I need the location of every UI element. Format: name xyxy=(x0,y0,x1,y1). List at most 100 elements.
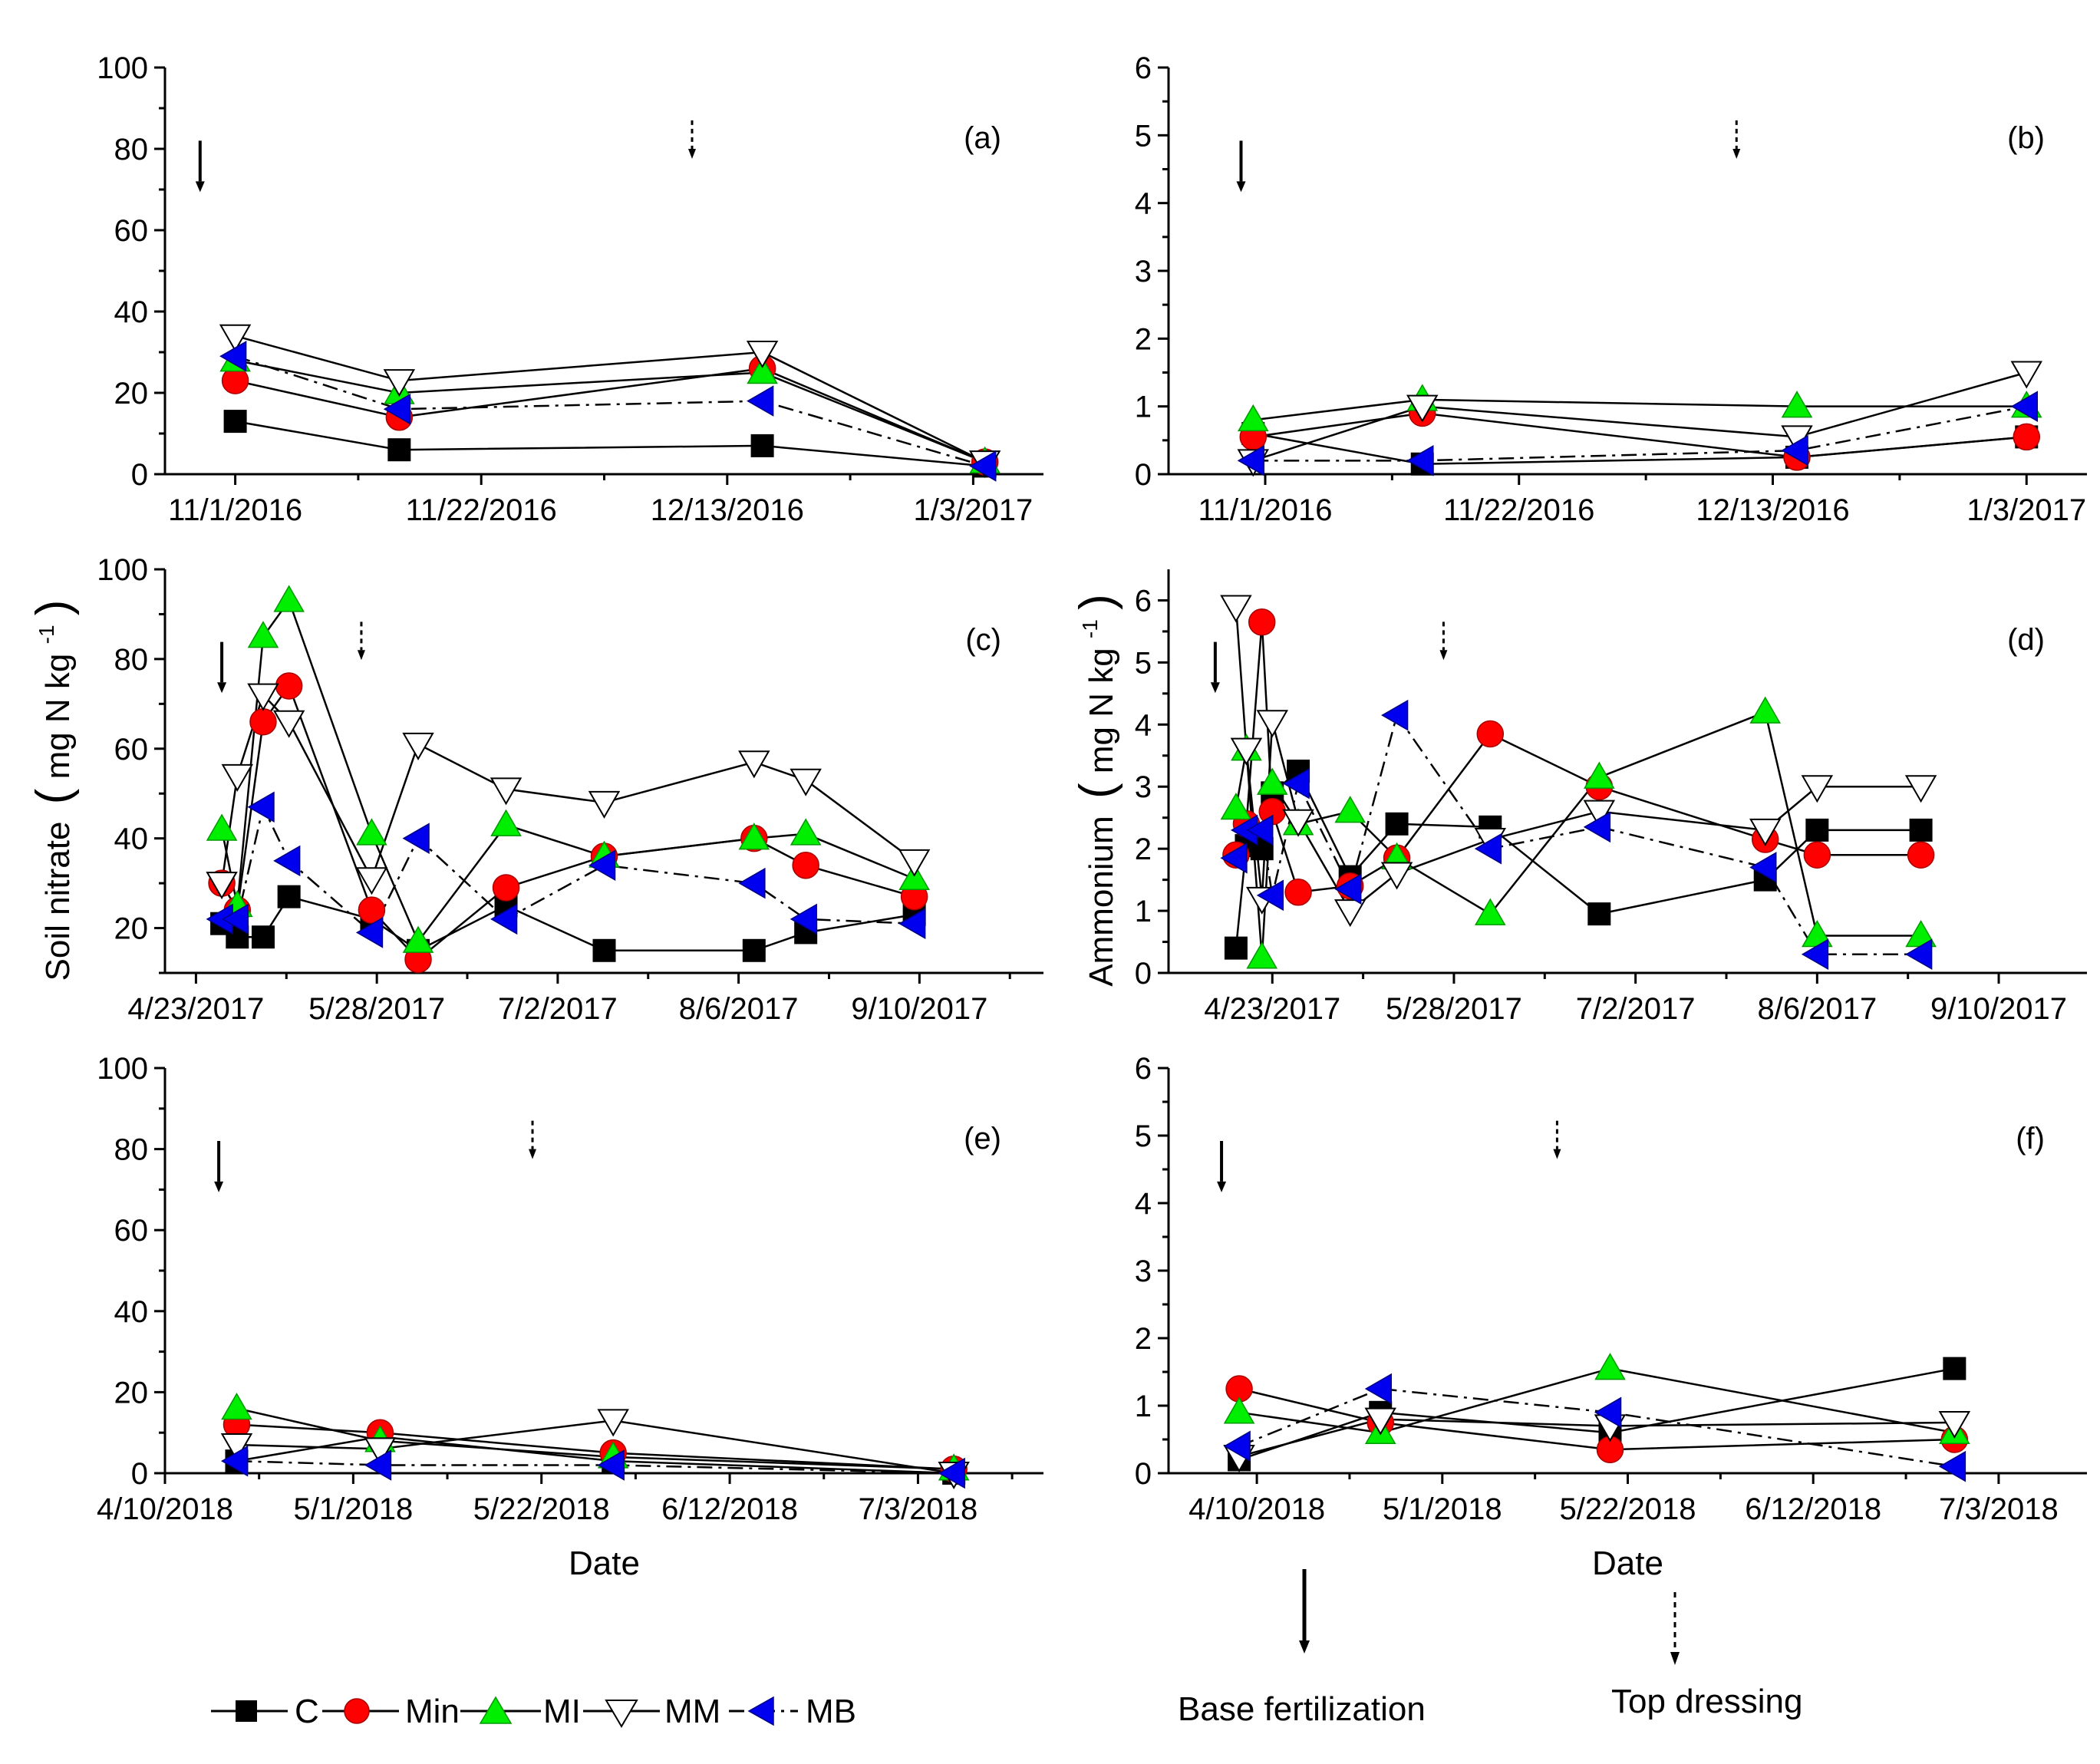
point-c-mi xyxy=(790,818,822,846)
point-d-mb xyxy=(1256,879,1284,912)
series-line-a-min xyxy=(235,367,986,463)
point-c-mb xyxy=(247,791,275,823)
point-d-mb xyxy=(1381,699,1409,731)
point-d-mm xyxy=(1380,862,1413,890)
legend-marker-mi xyxy=(479,1696,513,1724)
point-b-min xyxy=(2013,423,2040,451)
x-tick-label-f: 4/10/2018 xyxy=(1188,1492,1325,1526)
y-tick-label-f: 0 xyxy=(1135,1457,1152,1491)
point-c-mm xyxy=(402,732,434,760)
point-c-c xyxy=(742,938,766,962)
point-b-mb xyxy=(1781,434,1808,467)
panel-b: 0 1 2 3 4 5 6 11/1/2016 11/22/2016 12/13/2016 1/3/… xyxy=(1135,51,2087,527)
base-fertilization-arrowhead-d xyxy=(1210,682,1220,694)
x-tick-label-a: 12/13/2016 xyxy=(651,493,804,527)
point-f-mm xyxy=(1938,1411,1971,1439)
legend: C Min MI MM MB Base fertilization xyxy=(211,1569,1802,1730)
point-c-mm xyxy=(355,867,388,895)
point-a-mm xyxy=(383,369,416,397)
point-d-min xyxy=(1476,720,1505,748)
y-tick-label-a: 100 xyxy=(97,51,148,85)
y-tick-label-a: 40 xyxy=(114,295,149,329)
series-line-b-mb xyxy=(1253,405,2027,462)
y-tick-label-c: 40 xyxy=(114,823,149,856)
y-tick-label-e: 80 xyxy=(114,1133,149,1167)
point-c-c xyxy=(592,938,616,962)
x-tick-label-c: 4/23/2017 xyxy=(127,992,264,1026)
point-d-mb xyxy=(1334,873,1362,905)
point-e-mm xyxy=(597,1409,629,1437)
panel-f: 0 1 2 3 4 5 6 4/10/2018 5/1/2018 5/22/2018 6/12/20… xyxy=(1135,1052,2087,1582)
svg-text:Soil nitrate ( mg: Soil nitrate ( mg N kg -1 ) xyxy=(24,600,80,981)
x-tick-label-f: 7/3/2018 xyxy=(1939,1492,2059,1526)
x-tick-label-b: 12/13/2016 xyxy=(1696,493,1849,527)
point-a-mb xyxy=(383,393,411,425)
panel-label-f: (f) xyxy=(2016,1122,2045,1156)
legend-base-fertilization: Base fertilization xyxy=(1178,1569,1426,1728)
x-tick-label-c: 8/6/2017 xyxy=(679,992,799,1026)
y-tick-label-f: 6 xyxy=(1135,1052,1152,1086)
point-c-mi xyxy=(206,813,238,841)
x-tick-label-d: 7/2/2017 xyxy=(1576,992,1696,1026)
legend-top-label: Top dressing xyxy=(1611,1683,1802,1720)
point-f-mb xyxy=(1364,1373,1392,1405)
point-d-c xyxy=(1224,936,1248,960)
point-a-c xyxy=(387,438,411,462)
series-line-f-mb xyxy=(1238,1387,1955,1468)
x-title-f: Date xyxy=(1592,1545,1663,1582)
y-tick-label-e: 60 xyxy=(114,1214,149,1248)
y-tick-label-b: 4 xyxy=(1135,187,1152,221)
legend-top-arrowhead xyxy=(1670,1652,1680,1665)
base-fertilization-arrowhead-f xyxy=(1217,1181,1227,1192)
legend-label-min: Min xyxy=(405,1693,460,1730)
svg-text:Ammonium ( mg N kg: Ammonium ( mg N kg -1 ) xyxy=(1067,594,1123,986)
y-tick-label-d: 1 xyxy=(1135,895,1152,928)
point-a-mm xyxy=(746,341,779,369)
point-d-c xyxy=(1805,818,1829,842)
point-d-min xyxy=(1284,879,1312,906)
top-dressing-arrowhead-f xyxy=(1553,1149,1561,1159)
point-f-mb xyxy=(1223,1430,1251,1462)
point-d-mm xyxy=(1749,818,1782,846)
y-tick-label-c: 60 xyxy=(114,733,149,767)
point-c-mm xyxy=(490,777,523,806)
point-c-mm xyxy=(898,849,931,877)
point-c-mi xyxy=(247,621,279,648)
legend-label-mi: MI xyxy=(543,1693,581,1730)
point-c-mm xyxy=(588,790,621,819)
point-d-mm xyxy=(1334,899,1366,928)
point-d-mb xyxy=(1801,938,1829,971)
series-line-b-mm xyxy=(1252,371,2027,462)
x-tick-label-d: 8/6/2017 xyxy=(1757,992,1877,1026)
y-tick-label-a: 60 xyxy=(114,214,149,248)
series-line-a-c xyxy=(235,420,985,467)
point-a-c xyxy=(223,410,247,434)
point-c-mi xyxy=(356,818,387,846)
x-tick-label-e: 5/22/2018 xyxy=(473,1492,610,1526)
point-b-mb xyxy=(1237,445,1264,476)
base-fertilization-arrowhead-c xyxy=(217,682,227,694)
x-tick-label-c: 7/2/2017 xyxy=(498,992,618,1026)
y-tick-label-a: 20 xyxy=(114,377,149,411)
point-c-mb xyxy=(738,867,766,899)
x-tick-label-e: 6/12/2018 xyxy=(661,1492,798,1526)
point-f-mi xyxy=(1594,1353,1626,1380)
y-tick-label-b: 1 xyxy=(1135,391,1152,424)
y-tick-label-d: 0 xyxy=(1135,957,1152,991)
point-d-mi xyxy=(1256,767,1288,795)
y-tick-label-b: 2 xyxy=(1135,322,1152,356)
legend-base-arrowhead xyxy=(1299,1640,1310,1654)
point-b-mi xyxy=(1781,391,1813,418)
x-tick-label-f: 5/1/2018 xyxy=(1383,1492,1502,1526)
x-tick-label-a: 1/3/2017 xyxy=(914,493,1034,527)
legend-label-mb: MB xyxy=(806,1693,856,1730)
point-b-mb xyxy=(1406,445,1434,476)
y-title-nitrate: Soil nitrate ( mg N kg -1 ) xyxy=(24,600,80,981)
legend-marker-mb xyxy=(747,1696,774,1726)
legend-base-label: Base fertilization xyxy=(1178,1690,1426,1728)
y-title-nitrate-text: Soil nitrate xyxy=(39,822,77,981)
series-line-a-mm xyxy=(235,335,986,463)
y-tick-label-e: 40 xyxy=(114,1295,149,1329)
series-line-e-mi xyxy=(236,1407,954,1470)
point-d-mi xyxy=(1246,941,1278,969)
